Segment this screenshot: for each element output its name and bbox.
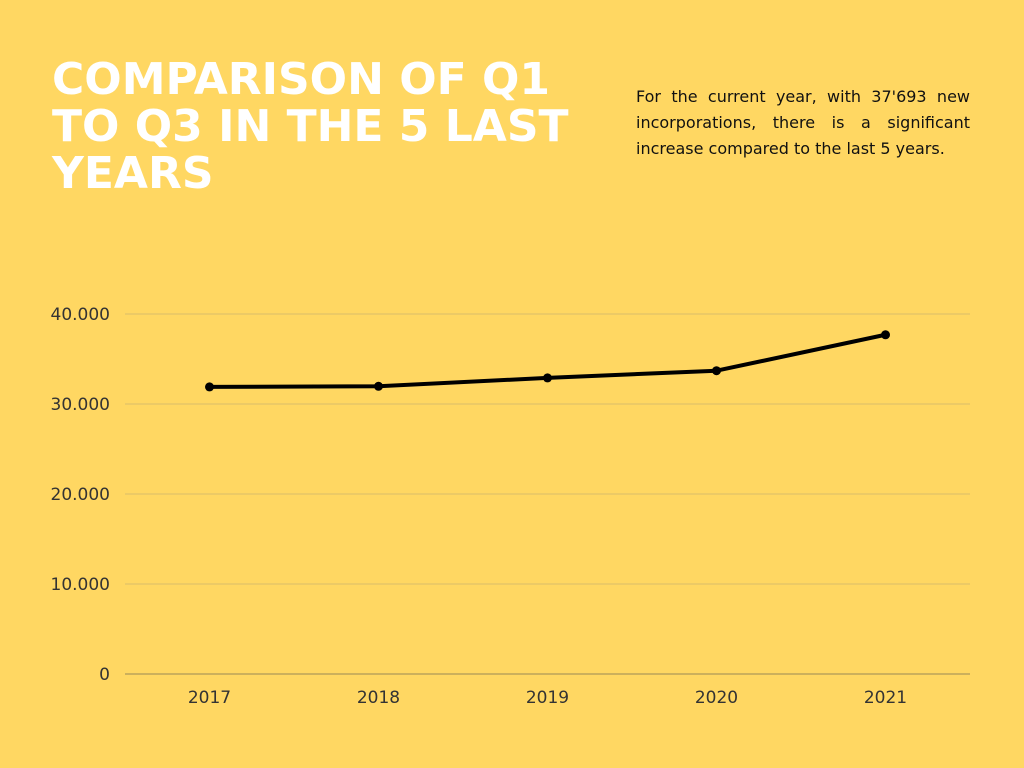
y-tick-label: 40.000 bbox=[51, 305, 110, 325]
x-tick-label: 2020 bbox=[695, 688, 738, 708]
x-tick-label: 2017 bbox=[188, 688, 231, 708]
chart-description: For the current year, with 37'693 new in… bbox=[636, 87, 970, 158]
y-tick-label: 10.000 bbox=[51, 575, 110, 595]
x-tick-label: 2021 bbox=[864, 688, 907, 708]
x-tick-label: 2019 bbox=[526, 688, 569, 708]
data-point bbox=[543, 373, 552, 383]
y-tick-label: 20.000 bbox=[51, 485, 110, 505]
y-tick-label: 0 bbox=[99, 665, 110, 685]
data-point bbox=[374, 381, 383, 391]
chart-title: Comparison of Q1 to Q3 in the 5 last yea… bbox=[52, 54, 569, 199]
data-point bbox=[881, 330, 890, 340]
x-tick-label: 2018 bbox=[357, 688, 400, 708]
y-tick-label: 30.000 bbox=[51, 395, 110, 415]
data-point bbox=[205, 382, 214, 392]
data-point bbox=[712, 366, 721, 376]
